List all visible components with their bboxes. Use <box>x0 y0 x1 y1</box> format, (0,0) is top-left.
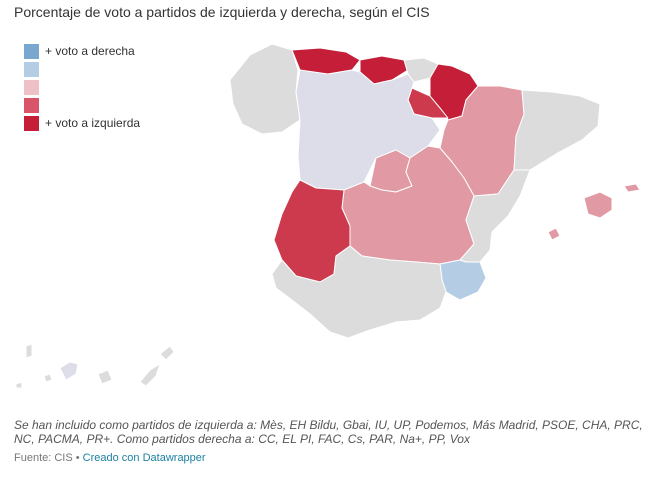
legend-item-izquierda: + voto a izquierda <box>24 114 140 132</box>
region-menorca[interactable] <box>623 183 641 193</box>
region-canarias-gomera[interactable] <box>43 373 53 383</box>
datawrapper-link[interactable]: Creado con Datawrapper <box>82 452 206 464</box>
legend-swatch <box>24 43 39 59</box>
region-andalucia[interactable] <box>271 245 447 339</box>
region-canarias-fuerteventura[interactable] <box>139 363 161 387</box>
legend-swatch <box>24 79 39 95</box>
source-line: Fuente: CIS • Creado con Datawrapper <box>14 452 206 464</box>
legend-item-derecha: + voto a derecha <box>24 42 140 60</box>
legend-swatch <box>24 61 39 77</box>
region-murcia[interactable] <box>439 259 487 301</box>
map-title: Porcentaje de voto a partidos de izquier… <box>14 4 430 20</box>
legend-item-2 <box>24 60 140 78</box>
legend-item-3 <box>24 78 140 96</box>
footnote: Se han incluido como partidos de izquier… <box>14 418 643 446</box>
source-label: Fuente: CIS <box>14 452 73 464</box>
region-valencia[interactable] <box>459 169 531 263</box>
legend: + voto a derecha + voto a izquierda <box>24 42 140 132</box>
spain-map <box>15 43 641 389</box>
legend-label: + voto a derecha <box>45 44 135 58</box>
region-ibiza[interactable] <box>547 227 561 241</box>
region-canarias-hierro[interactable] <box>15 381 23 389</box>
region-canarias-lanzarote[interactable] <box>159 345 175 361</box>
legend-item-4 <box>24 96 140 114</box>
source-separator: • <box>72 452 83 464</box>
region-galicia[interactable] <box>229 43 301 135</box>
region-canarias-gran-canaria[interactable] <box>97 369 113 385</box>
region-mallorca[interactable] <box>583 191 613 219</box>
region-canarias-la-palma[interactable] <box>25 343 33 359</box>
region-canarias-tenerife[interactable] <box>59 361 79 381</box>
legend-swatch <box>24 97 39 113</box>
legend-swatch <box>24 115 39 131</box>
region-cataluna[interactable] <box>513 89 601 171</box>
legend-label: + voto a izquierda <box>45 116 141 130</box>
